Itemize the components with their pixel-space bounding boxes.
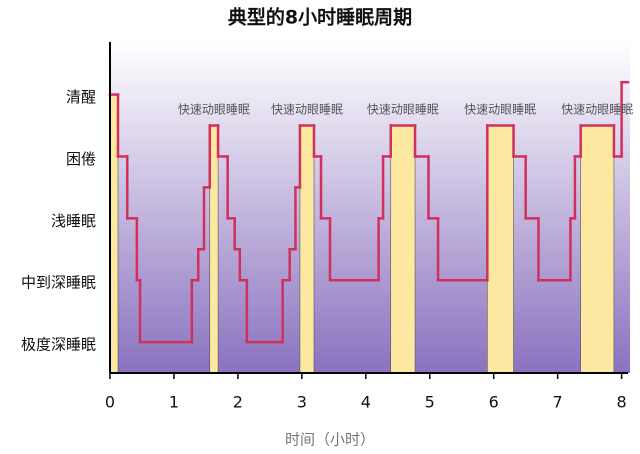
x-tick-label: 2 — [233, 393, 243, 412]
chart-title: 典型的8小时睡眠周期 — [228, 6, 412, 29]
y-tick-label: 中到深睡眠 — [21, 274, 96, 292]
x-tick-label: 3 — [297, 393, 307, 412]
highlight-band — [487, 125, 514, 374]
annotation: 快速动眼睡眠 — [367, 103, 439, 117]
highlight-band — [299, 125, 315, 374]
annotation: 快速动眼睡眠 — [271, 103, 343, 117]
plot-background — [110, 42, 630, 373]
highlight-band — [580, 125, 615, 374]
x-tick-label: 6 — [489, 393, 499, 412]
x-tick-label: 1 — [169, 393, 179, 412]
x-tick-label: 7 — [553, 393, 563, 412]
x-tick-label: 5 — [425, 393, 435, 412]
highlight-band — [390, 125, 416, 374]
y-tick-label: 极度深睡眠 — [21, 336, 96, 354]
annotation: 快速动眼睡眠 — [178, 103, 250, 117]
y-tick-label: 困倦 — [66, 150, 96, 168]
x-tick-label: 0 — [105, 393, 115, 412]
y-tick-label: 清醒 — [66, 88, 96, 106]
annotation: 快速动眼睡眠 — [561, 103, 633, 117]
annotation: 快速动眼睡眠 — [464, 103, 536, 117]
y-tick-label: 浅睡眠 — [51, 212, 96, 230]
x-tick-label: 8 — [617, 393, 627, 412]
x-tick-label: 4 — [361, 393, 371, 412]
x-axis-label: 时间（小时） — [285, 431, 375, 449]
